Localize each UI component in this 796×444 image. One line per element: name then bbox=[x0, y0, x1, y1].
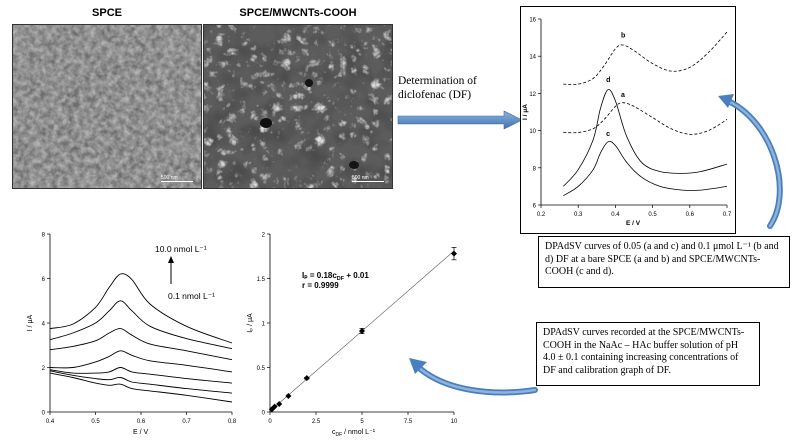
left-annot-arrow-head bbox=[168, 256, 174, 263]
caption-top: DPAdSV curves of 0.05 (a and c) and 0.1 … bbox=[538, 236, 790, 288]
top-series-a bbox=[563, 102, 728, 135]
calib-y-tick-label: 1.5 bbox=[257, 277, 266, 283]
top-xlabel: E / V bbox=[626, 220, 641, 227]
left-series-1 bbox=[49, 372, 233, 403]
sem-image-spce: 500 nm bbox=[12, 24, 202, 189]
left-series-3 bbox=[49, 367, 233, 384]
arrow-label: Determination of diclofenac (DF) bbox=[398, 75, 477, 101]
top-y-tick-label: 8 bbox=[533, 166, 537, 172]
caption-top-text: DPAdSV curves of 0.05 (a and c) and 0.1 … bbox=[545, 241, 779, 277]
calib-r-value: r = 0.9999 bbox=[302, 281, 339, 290]
calib-point bbox=[303, 375, 310, 382]
left-annot-low: 0.1 nmol L⁻¹ bbox=[168, 291, 215, 301]
left-y-tick-label: 8 bbox=[42, 233, 46, 239]
top-y-tick-label: 16 bbox=[529, 18, 536, 24]
left-series-5 bbox=[49, 328, 233, 361]
top-label-a: a bbox=[621, 92, 625, 99]
calib-point bbox=[451, 250, 457, 257]
calib-y-tick-label: 2 bbox=[262, 233, 266, 239]
calib-x-tick-label: 0 bbox=[268, 419, 272, 425]
calib-x-tick-label: 10 bbox=[451, 419, 458, 425]
calib-equation: Iₚ = 0.18cDF + 0.01 bbox=[302, 271, 369, 282]
top-label-d: d bbox=[606, 77, 610, 84]
calib-x-tick-label: 7.5 bbox=[404, 419, 413, 425]
caption-bottom: DPAdSV curves recorded at the SPCE/MWCNT… bbox=[536, 322, 760, 386]
left-ylabel: I / μA bbox=[27, 314, 34, 331]
sem-scalebar-spce: 500 nm bbox=[161, 175, 193, 182]
sem-scalebar-mwcnts: 500 nm bbox=[352, 175, 384, 182]
sem-texture-spce bbox=[13, 25, 201, 188]
arrow-to-chart bbox=[397, 110, 523, 130]
sem-scale-label-mwcnts: 500 nm bbox=[352, 175, 369, 181]
curved-arrow-bottom bbox=[409, 358, 538, 396]
left-series-6 bbox=[49, 300, 233, 350]
calib-ylabel: Iₚ / μA bbox=[247, 313, 254, 333]
calib-y-tick-label: 1 bbox=[262, 322, 266, 328]
left-y-tick-label: 4 bbox=[42, 322, 46, 328]
chart-left: 0.4 0.5 0.6 0.7 0.8 0 2 4 6 8 I / μA E / V 10.0 nmol… bbox=[27, 233, 237, 437]
chart-top-frame: 0.2 0.3 0.4 0.5 0.6 0.7 6 8 10 12 14 16 I / μA E / V b… bbox=[520, 6, 736, 234]
calib-y-tick-label: 0 bbox=[262, 411, 266, 417]
calib-point bbox=[271, 403, 278, 410]
left-x-tick-label: 0.8 bbox=[228, 419, 237, 425]
top-x-tick-label: 0.7 bbox=[723, 212, 732, 218]
top-x-tick-label: 0.4 bbox=[611, 212, 620, 218]
calib-y-tick-label: 0.5 bbox=[257, 366, 266, 372]
sem-scale-label-spce: 500 nm bbox=[161, 175, 178, 181]
calib-point bbox=[285, 392, 292, 399]
left-x-tick-label: 0.5 bbox=[91, 419, 100, 425]
top-x-tick-label: 0.2 bbox=[537, 212, 546, 218]
calib-x-tick-label: 5 bbox=[360, 419, 364, 425]
top-label-b: b bbox=[621, 33, 625, 40]
calib-x-tick-label: 2.5 bbox=[312, 419, 321, 425]
sem-title-spce-mwcnts: SPCE/MWCNTs-COOH bbox=[239, 7, 357, 19]
chart-top: 0.2 0.3 0.4 0.5 0.6 0.7 6 8 10 12 14 16 I / μA E / V b… bbox=[522, 18, 732, 228]
left-annot-high: 10.0 nmol L⁻¹ bbox=[155, 244, 207, 254]
top-x-tick-label: 0.3 bbox=[574, 212, 583, 218]
chart-calib: 0 2.5 5 7.5 10 0 0.5 1 1.5 2 Iₚ / μA cDF / nmol L⁻¹… bbox=[247, 233, 458, 439]
caption-bottom-text: DPAdSV curves recorded at the SPCE/MWCNT… bbox=[543, 327, 745, 376]
top-y-tick-label: 12 bbox=[529, 92, 536, 98]
left-series-2 bbox=[49, 370, 233, 394]
sem-image-spce-mwcnts: 500 nm bbox=[203, 24, 393, 189]
top-ylabel: I / μA bbox=[522, 104, 529, 120]
top-series-d bbox=[563, 89, 728, 187]
left-series-7 bbox=[49, 273, 233, 344]
top-series-c bbox=[563, 140, 728, 197]
top-series-b bbox=[563, 31, 728, 85]
left-y-tick-label: 0 bbox=[42, 411, 46, 417]
calib-point bbox=[276, 400, 283, 407]
calib-xlabel: cDF / nmol L⁻¹ bbox=[332, 429, 376, 438]
left-y-tick-label: 2 bbox=[42, 366, 46, 372]
left-xlabel: E / V bbox=[133, 429, 149, 436]
top-y-tick-label: 6 bbox=[533, 204, 537, 210]
left-y-tick-label: 6 bbox=[42, 277, 46, 283]
left-series-4 bbox=[49, 350, 233, 373]
curved-arrow-top bbox=[718, 94, 783, 229]
sem-texture-mwcnts bbox=[204, 25, 392, 188]
left-x-tick-label: 0.6 bbox=[137, 419, 146, 425]
top-label-c: c bbox=[606, 131, 610, 138]
top-y-tick-label: 14 bbox=[529, 55, 536, 61]
top-y-tick-label: 10 bbox=[529, 129, 536, 135]
left-x-tick-label: 0.4 bbox=[46, 419, 55, 425]
sem-title-spce: SPCE bbox=[92, 7, 122, 19]
left-x-tick-label: 0.7 bbox=[182, 419, 191, 425]
top-x-tick-label: 0.5 bbox=[648, 212, 657, 218]
calib-point bbox=[359, 328, 365, 335]
top-x-tick-label: 0.6 bbox=[686, 212, 695, 218]
